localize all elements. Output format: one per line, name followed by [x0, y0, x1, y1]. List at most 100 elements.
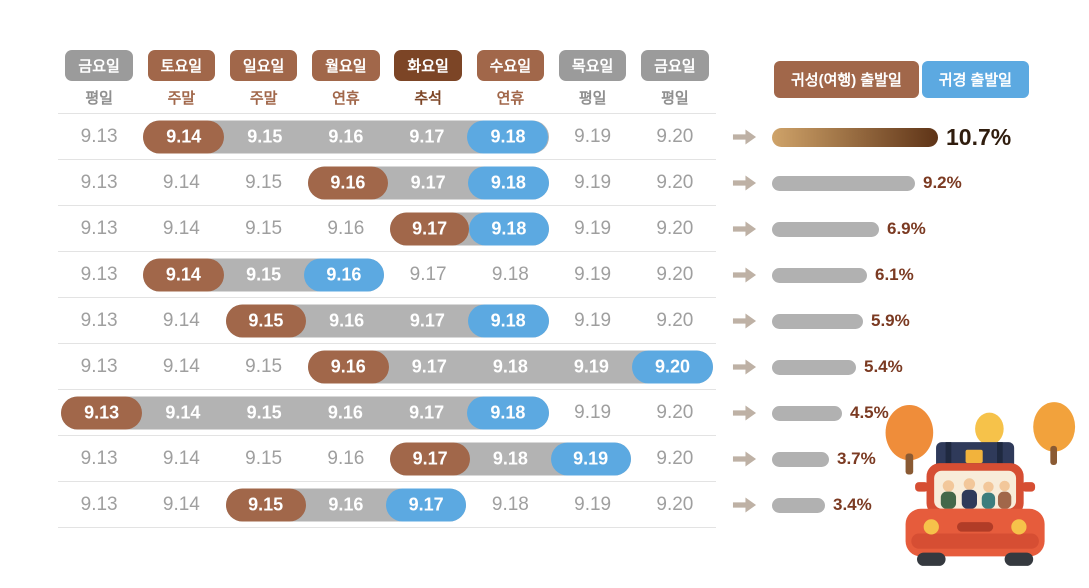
percent-label: 3.7% [837, 449, 876, 468]
date-label: 9.13 [80, 355, 118, 377]
date-label: 9.17 [409, 263, 447, 285]
return-date-pill: 9.18 [467, 304, 549, 337]
weekday-box: 금요일 [65, 49, 133, 81]
date-label: 9.16 [327, 447, 365, 469]
between-date-cell: 9.16 [329, 310, 365, 330]
date-label: 9.20 [656, 125, 694, 147]
arrow-cell [716, 390, 772, 436]
date-label: 9.13 [80, 263, 118, 285]
departure-date-pill: 9.15 [225, 488, 306, 521]
arrow-icon [732, 313, 756, 329]
weekday-box: 화요일 [394, 49, 462, 81]
date-label: 9.13 [80, 217, 118, 239]
arrow-cell [716, 482, 772, 528]
date-label: 9.19 [574, 263, 612, 285]
percent-bar [772, 175, 915, 191]
percent-label: 10.7% [946, 123, 1012, 150]
daytype-label: 연휴 [332, 89, 360, 107]
date-label: 9.14 [162, 447, 200, 469]
combination-row: 9.13 9.14 9.15 9.16 9.17 9.18 9.19 9.20 9.16 9.17… [58, 160, 1089, 206]
arrow-icon [732, 267, 756, 283]
date-strip: 9.13 9.14 9.15 9.16 9.17 9.18 9.19 9.20 9.14 9.15… [58, 252, 716, 298]
bar-row: 5.9% [772, 311, 910, 331]
return-date-pill: 9.19 [550, 442, 631, 475]
arrow-icon [732, 405, 756, 421]
departure-date-pill: 9.16 [307, 350, 389, 383]
date-label: 9.20 [656, 447, 694, 469]
between-date-cell: 9.17 [411, 356, 447, 376]
between-date-cell: 9.15 [246, 402, 282, 422]
arrow-cell [716, 344, 772, 390]
between-date-cell: 9.16 [328, 494, 364, 514]
date-range-capsule: 9.14 9.15 9.16 [143, 258, 384, 291]
departure-date-pill: 9.14 [143, 258, 224, 291]
date-label: 9.19 [574, 309, 612, 331]
return-date-pill: 9.18 [467, 396, 549, 429]
date-label: 9.19 [574, 493, 612, 515]
weekday-column: 화요일 추석 [387, 49, 469, 108]
weekday-box: 목요일 [558, 49, 627, 81]
date-label: 9.14 [162, 309, 200, 331]
departure-date-pill: 9.15 [225, 304, 307, 337]
date-label: 9.20 [656, 171, 694, 193]
bar-row: 6.1% [772, 265, 914, 285]
return-date-pill: 9.16 [303, 258, 384, 291]
combination-row: 9.139.149.159.169.179.189.199.209.179.18… [58, 206, 1089, 252]
arrow-icon [732, 497, 756, 513]
between-date-cell: 9.17 [409, 402, 445, 422]
date-range-capsule: 9.13 9.14 9.15 9.16 9.17 9.18 [61, 396, 549, 429]
date-label: 9.20 [656, 263, 694, 285]
weekday-box: 일요일 [229, 49, 298, 81]
return-date-pill: 9.17 [386, 488, 467, 521]
weekday-column: 금요일 평일 [634, 49, 716, 108]
date-label: 9.14 [162, 171, 200, 193]
date-range-capsule: 9.17 9.18 [390, 212, 549, 245]
bar-row: 4.5% [772, 403, 889, 423]
tree-icon [885, 402, 1076, 475]
between-date-cell: 9.16 [327, 402, 363, 422]
between-date-cell: 9.17 [409, 126, 445, 146]
arrow-cell [716, 206, 772, 252]
percent-bar [772, 497, 825, 513]
combination-row: 9.139.149.159.169.179.189.199.209.179.18… [58, 436, 1089, 482]
return-date-pill: 9.18 [467, 120, 549, 153]
percent-bar [772, 451, 829, 467]
percent-bar [772, 267, 867, 283]
arrow-icon [732, 451, 756, 467]
date-label: 9.15 [245, 355, 283, 377]
date-strip: 9.13 9.14 9.15 9.16 9.17 9.18 9.19 9.20 9.13 9.14… [58, 390, 716, 436]
weekday-box: 금요일 [641, 49, 709, 81]
percent-label: 6.9% [887, 219, 926, 238]
weekday-box: 수요일 [476, 49, 545, 81]
daytype-label: 평일 [85, 89, 113, 107]
date-strip: 9.139.149.159.169.179.189.199.209.169.17… [58, 344, 716, 390]
combination-row: 9.13 9.14 9.15 9.16 9.17 9.18 9.19 9.20 9.15 9.16… [58, 298, 1089, 344]
date-label: 9.14 [162, 355, 200, 377]
date-label: 9.14 [162, 217, 200, 239]
departure-date-pill: 9.13 [61, 396, 143, 429]
date-range-capsule: 9.17 9.18 9.19 [390, 442, 631, 475]
weekday-box: 월요일 [312, 49, 380, 81]
date-label: 9.19 [574, 217, 612, 239]
arrow-icon [732, 129, 756, 145]
between-date-cell: 9.18 [492, 448, 528, 468]
date-label: 9.18 [491, 493, 529, 515]
date-strip: 9.139.149.159.169.179.189.199.209.169.17… [58, 160, 716, 206]
weekday-column: 목요일 평일 [552, 49, 634, 108]
between-date-cell: 9.17 [410, 172, 446, 192]
date-range-capsule: 9.15 9.16 9.17 [225, 488, 467, 521]
legend: 귀성(여행) 출발일 귀경 출발일 [774, 60, 1029, 98]
date-label: 9.20 [656, 493, 694, 515]
date-range-capsule: 9.16 9.17 9.18 9.19 9.20 [307, 350, 713, 383]
date-label: 9.13 [80, 447, 118, 469]
legend-return: 귀경 출발일 [921, 60, 1029, 98]
legend-departure: 귀성(여행) 출발일 [774, 60, 919, 98]
header-spacer [716, 44, 772, 114]
daytype-label: 연휴 [496, 89, 525, 107]
departure-date-pill: 9.16 [307, 166, 388, 199]
bar-row: 9.2% [772, 173, 962, 193]
date-range-capsule: 9.16 9.17 9.18 [307, 166, 549, 199]
